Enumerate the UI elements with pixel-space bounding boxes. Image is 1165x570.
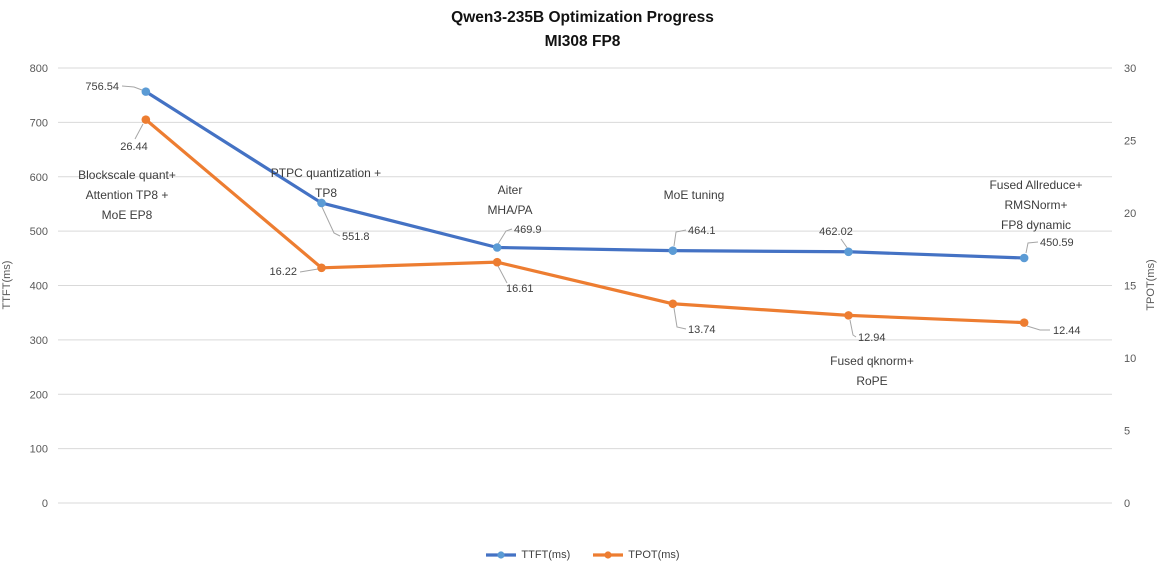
left-axis-tick: 800 [30, 63, 48, 75]
data-label: 16.61 [506, 283, 534, 295]
chart-title: Qwen3-235B Optimization Progress MI308 F… [0, 6, 1165, 54]
data-label: 13.74 [688, 324, 716, 336]
ttft-legend-glyph [486, 551, 517, 559]
data-label: 469.9 [514, 224, 542, 236]
left-axis-tick: 0 [42, 498, 48, 510]
data-label-leader [121, 85, 143, 91]
ttft-data-point[interactable] [844, 247, 853, 257]
data-label-leader [840, 238, 849, 250]
legend-item-tpot[interactable]: TPOT(ms) [592, 549, 680, 561]
right-axis-tick: 20 [1124, 208, 1136, 220]
right-axis-tick: 15 [1124, 281, 1136, 293]
left-axis-tick: 700 [30, 117, 48, 129]
legend-label-tpot: TPOT(ms) [628, 549, 680, 561]
data-label-leader [299, 268, 319, 273]
tpot-legend-glyph [593, 551, 624, 559]
annotation-step-4: MoE tuning [663, 188, 725, 202]
data-label: 12.44 [1053, 325, 1081, 337]
annotation-step-6: Fused Allreduce+ RMSNorm+ FP8 dynamic [989, 178, 1083, 232]
annotation-step-1: Blockscale quant+ Attention TP8 + MoE EP… [78, 168, 176, 222]
chart-title-line1: Qwen3-235B Optimization Progress [451, 9, 714, 26]
ttft-data-point[interactable] [141, 87, 151, 96]
tpot-data-point[interactable] [668, 299, 678, 309]
left-axis-tick: 500 [30, 226, 48, 238]
legend-item-ttft[interactable]: TTFT(ms) [485, 549, 570, 561]
ttft-data-point[interactable] [668, 246, 678, 255]
right-axis-tick: 30 [1124, 63, 1136, 75]
data-label-leader [321, 206, 341, 237]
left-axis-tick: 200 [30, 389, 48, 401]
left-axis-tick: 400 [30, 281, 48, 293]
data-label: 12.94 [858, 332, 886, 344]
data-label: 464.1 [688, 225, 716, 237]
right-axis-tick: 25 [1124, 136, 1136, 148]
data-label-leader [497, 228, 513, 245]
legend-label-ttft: TTFT(ms) [521, 549, 571, 561]
left-axis-tick: 100 [30, 444, 48, 456]
data-label-leader [134, 123, 144, 140]
data-label: 450.59 [1040, 237, 1074, 249]
data-label-leader [1025, 241, 1039, 254]
left-axis-tick: 600 [30, 172, 48, 184]
data-label-leader [849, 319, 857, 338]
ttft-data-point[interactable] [1019, 253, 1029, 263]
data-label-leader [673, 229, 687, 247]
tpot-data-point[interactable] [317, 263, 326, 273]
annotation-step-3: Aiter MHA/PA [487, 183, 533, 217]
ttft-data-point[interactable] [492, 243, 502, 252]
legend: TTFT(ms) TPOT(ms) [0, 549, 1165, 561]
chart-title-line2: MI308 FP8 [544, 33, 621, 50]
data-label: 462.02 [819, 226, 853, 238]
ttft-data-point[interactable] [317, 198, 326, 208]
right-axis-tick: 10 [1124, 353, 1136, 365]
right-axis-tick: 0 [1124, 498, 1130, 510]
data-label-leader [1026, 325, 1050, 331]
ttft-series-line [144, 90, 1026, 260]
annotation-step-2: PTPC quantization + TP8 [270, 166, 382, 200]
tpot-data-point[interactable] [492, 257, 502, 267]
data-label: 26.44 [120, 141, 148, 153]
right-axis-tick: 5 [1124, 426, 1130, 438]
data-label: 551.8 [342, 231, 370, 243]
left-axis-tick: 300 [30, 335, 48, 347]
data-label: 16.22 [269, 266, 297, 278]
annotation-step-5: Fused qknorm+ RoPE [830, 354, 914, 388]
data-label-leader [497, 265, 508, 284]
data-label: 756.54 [85, 81, 119, 93]
tpot-data-point[interactable] [844, 311, 853, 320]
tpot-data-point[interactable] [141, 115, 151, 124]
tpot-data-point[interactable] [1019, 318, 1029, 327]
data-label-leader [673, 307, 687, 330]
tpot-series-line [144, 118, 1026, 325]
